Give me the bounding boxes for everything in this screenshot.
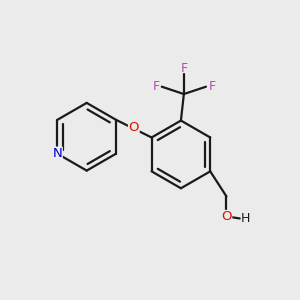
Text: O: O	[129, 121, 139, 134]
Text: F: F	[208, 80, 215, 93]
Text: N: N	[52, 147, 62, 160]
Text: F: F	[180, 62, 188, 75]
Text: O: O	[221, 211, 232, 224]
Text: H: H	[240, 212, 250, 225]
Text: F: F	[152, 80, 160, 93]
